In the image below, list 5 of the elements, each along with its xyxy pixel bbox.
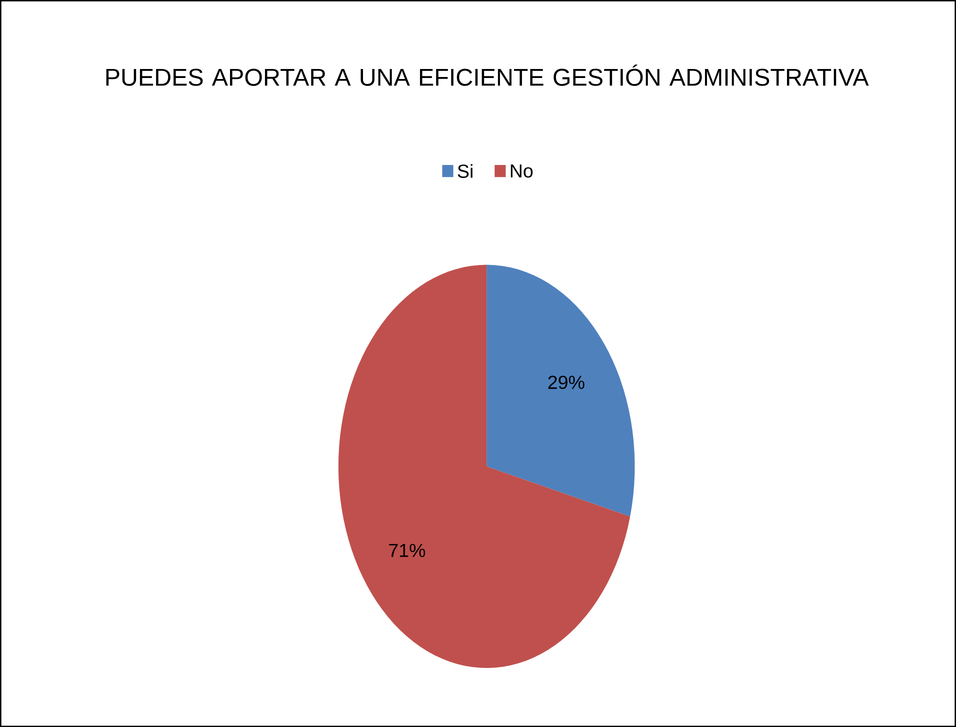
legend-label: No: [510, 164, 533, 178]
data-label: 71%: [389, 544, 426, 557]
legend-label: Si: [458, 164, 472, 178]
chart-title: PUEDES APORTAR A UNA EFICIENTE GESTIÓN ADMINISTRATIVA: [106, 64, 869, 86]
data-label: 29%: [548, 376, 584, 389]
